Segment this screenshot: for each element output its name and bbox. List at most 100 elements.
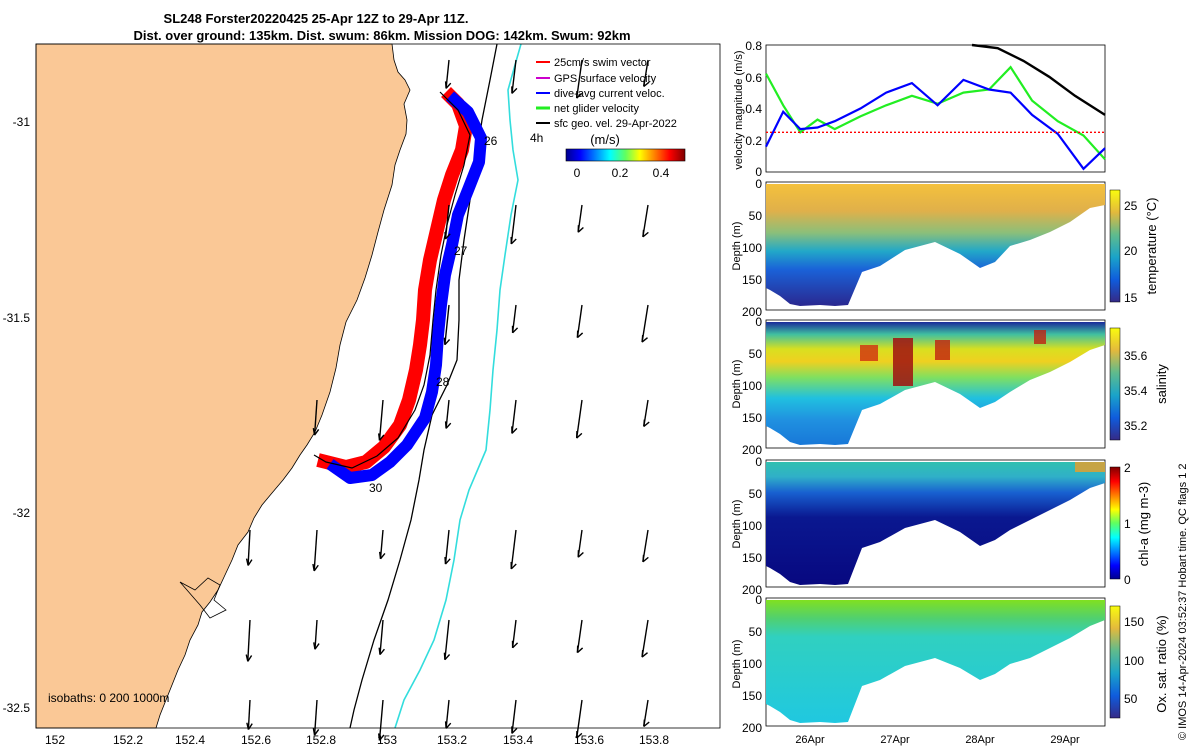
geo-arrow-head-32 xyxy=(246,722,253,730)
temperature-cbtick-15: 15 xyxy=(1124,291,1138,305)
map-swim-vector-band xyxy=(316,87,473,474)
geo-arrow-32 xyxy=(247,699,251,730)
geo-arrow-head-19 xyxy=(312,563,319,572)
geo-arrow-12 xyxy=(313,399,318,436)
geo-arrow-head-34 xyxy=(377,733,385,741)
geo-arrow-head-14 xyxy=(444,421,452,429)
oxygen-ytick-0: 0 xyxy=(755,593,762,607)
oxygen-section xyxy=(766,600,1105,723)
salinity-ytick-100: 100 xyxy=(742,379,762,393)
temperature-ytick-50: 50 xyxy=(749,209,763,223)
map-xtick-9: 153.8 xyxy=(639,733,669,747)
geo-arrow-head-8 xyxy=(443,337,451,346)
legend-label-swim: 25cm/s swim vector xyxy=(554,57,651,69)
map-colorbar-tick-1: 0.2 xyxy=(612,166,629,180)
geo-arrow-head-35 xyxy=(444,721,452,729)
map-day-label-27: 27 xyxy=(454,244,468,258)
oxygen-ytick-150: 150 xyxy=(742,689,762,703)
velocity-ytick-0.8: 0.8 xyxy=(745,39,762,53)
geo-arrow-19 xyxy=(313,529,318,571)
geo-arrow-head-5 xyxy=(510,236,517,245)
salinity-patch-2 xyxy=(860,345,878,361)
map-xtick-0: 152 xyxy=(45,733,65,747)
map-scale-label: 4h xyxy=(530,131,543,145)
geo-arrow-0 xyxy=(445,59,450,89)
legend-label-current: dive-avg current veloc. xyxy=(554,88,665,100)
geo-arrow-13 xyxy=(378,399,384,441)
geo-arrow-22 xyxy=(510,529,517,569)
geo-arrow-14 xyxy=(445,399,450,429)
geo-arrow-head-16 xyxy=(575,431,583,439)
map-colorbar-tick-2: 0.4 xyxy=(653,166,670,180)
map-xtick-6: 153.2 xyxy=(437,733,467,747)
map-xtick-4: 152.8 xyxy=(306,733,336,747)
salinity-cblabel: salinity xyxy=(1154,364,1169,404)
geo-arrow-head-36 xyxy=(511,726,518,734)
chla-cbtick-0: 0 xyxy=(1124,573,1131,587)
chla-ytick-0: 0 xyxy=(755,455,762,469)
velocity-ytick-0.2: 0.2 xyxy=(745,134,762,148)
temperature-section xyxy=(766,184,1105,306)
geo-arrow-head-9 xyxy=(511,325,519,334)
title-line-2: Dist. over ground: 135km. Dist. swum: 86… xyxy=(133,28,630,43)
oxygen-cbtick-100: 100 xyxy=(1124,654,1144,668)
map-geostrophic-arrows xyxy=(245,59,650,741)
velocity-series-group xyxy=(765,43,1106,171)
salinity-patch-4 xyxy=(1034,330,1046,344)
chla-panel: 2 1 0 chl-a (mg m-3) 0 50 100 150 200 De… xyxy=(731,455,1151,597)
geo-arrow-head-29 xyxy=(511,640,519,649)
salinity-ytick-200: 200 xyxy=(742,443,762,457)
map-xtick-3: 152.6 xyxy=(241,733,271,747)
velocity-axes xyxy=(765,44,1106,173)
temperature-cbtick-20: 20 xyxy=(1124,244,1138,258)
map-panel: 26 27 28 30 4h 25cm/s swim vector GPS su… xyxy=(3,43,721,747)
geo-arrow-28 xyxy=(444,619,450,660)
geo-arrow-head-27 xyxy=(378,647,385,656)
time-tick-26apr: 26Apr xyxy=(795,734,825,746)
salinity-ylabel: Depth (m) xyxy=(731,360,743,409)
geo-arrow-18 xyxy=(247,529,251,566)
geo-arrow-head-17 xyxy=(643,419,650,428)
chla-cbtick-1: 1 xyxy=(1124,517,1131,531)
geo-arrow-21 xyxy=(444,529,450,565)
geo-arrow-head-20 xyxy=(378,551,386,560)
time-tick-28apr: 28Apr xyxy=(965,734,995,746)
geo-arrow-4 xyxy=(444,204,450,240)
oxygen-ytick-50: 50 xyxy=(749,625,763,639)
velocity-ytick-0.6: 0.6 xyxy=(745,71,762,85)
map-ytick-3: -32.5 xyxy=(3,701,31,715)
oxygen-colorbar xyxy=(1109,605,1121,719)
map-isobaths-label: isobaths: 0 200 1000m xyxy=(48,691,169,705)
geo-arrow-head-6 xyxy=(577,225,584,233)
geo-arrow-head-1 xyxy=(511,86,518,94)
salinity-ytick-0: 0 xyxy=(755,315,762,329)
chla-ylabel: Depth (m) xyxy=(731,500,743,549)
map-xtick-2: 152.4 xyxy=(175,733,205,747)
map-current-band xyxy=(326,91,487,484)
geo-arrow-15 xyxy=(511,399,517,434)
chla-high-patch xyxy=(1075,462,1105,472)
geo-arrow-head-11 xyxy=(641,335,648,343)
geo-arrow-head-21 xyxy=(444,557,451,565)
chla-ytick-50: 50 xyxy=(749,487,763,501)
map-colorbar xyxy=(565,148,686,162)
geo-arrow-35 xyxy=(445,699,450,729)
salinity-ytick-150: 150 xyxy=(742,411,762,425)
geo-arrow-head-4 xyxy=(444,232,451,240)
geo-arrow-head-38 xyxy=(643,719,650,728)
velocity-ytick-0.4: 0.4 xyxy=(745,102,762,116)
salinity-ytick-50: 50 xyxy=(749,347,763,361)
map-glider-track xyxy=(313,91,471,469)
geo-arrow-26 xyxy=(314,619,318,650)
oxygen-ylabel: Depth (m) xyxy=(731,640,743,689)
geo-arrow-8 xyxy=(444,304,450,345)
map-xtick-7: 153.4 xyxy=(503,733,533,747)
map-xtick-5: 153 xyxy=(377,733,397,747)
chla-colorbar xyxy=(1109,466,1121,580)
series-net-glider-velocity xyxy=(765,65,1106,161)
geo-arrow-head-2 xyxy=(575,91,583,99)
velocity-ylabel: velocity magnitude (m/s) xyxy=(733,50,745,169)
geo-arrow-head-13 xyxy=(377,433,385,441)
salinity-cbtick-35.4: 35.4 xyxy=(1124,384,1148,398)
